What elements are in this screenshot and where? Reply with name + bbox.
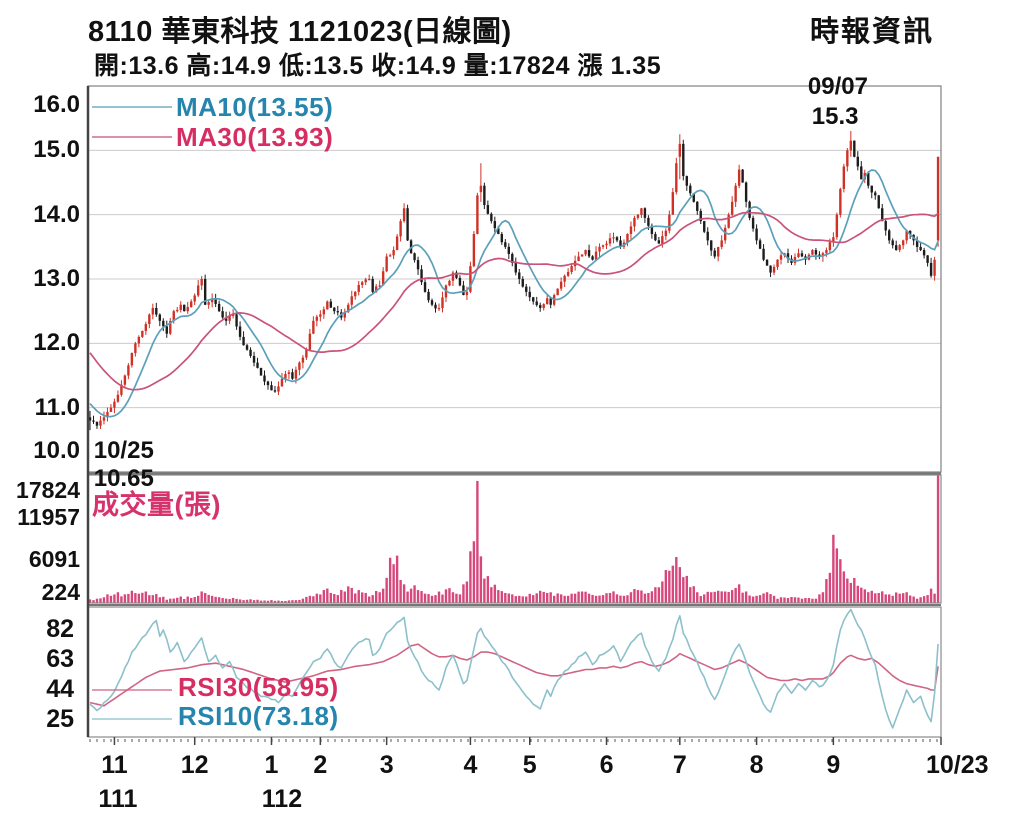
volume-axis-label: 224 [41,579,80,605]
price-axis-label: 16.0 [33,91,80,118]
x-axis-month-label: 11 [101,751,128,779]
rsi-axis-label: 44 [46,675,74,703]
ma30-legend: MA30(13.93) [176,122,334,152]
low-date-annotation: 10/25 [93,437,154,464]
rsi-axis-label: 82 [46,615,74,643]
quote-line: 開:13.6 高:14.9 低:13.5 收:14.9 量:17824 漲 1.… [94,52,662,80]
x-axis-month-label: 3 [379,751,394,779]
x-axis-year-label: 111 [98,785,138,813]
provider-label: 時報資訊 [810,16,935,48]
price-axis-label: 13.0 [33,265,80,292]
page-title: 8110 華東科技 1121023(日線圖) [88,16,512,48]
x-axis-month-label: 1 [264,751,279,779]
x-axis-month-label: 8 [749,751,764,779]
volume-panel-label: 成交量(張) [92,490,221,520]
volume-bars [88,475,940,603]
price-axis-label: 10.0 [33,437,80,464]
candlesticks [88,131,940,431]
x-axis-month-label: 6 [599,751,614,779]
x-axis-month-label: 2 [313,751,328,779]
x-axis-month-label: 4 [463,751,478,779]
rsi-lines [89,608,939,729]
x-axis-month-label: 10/23 [925,751,989,779]
rsi10-legend: RSI10(73.18) [178,701,339,731]
legend-swatches [92,106,172,720]
x-axis-month-label: 9 [826,751,841,779]
volume-axis-label: 17824 [16,477,80,503]
x-axis-month-label: 7 [672,751,687,779]
volume-axis-label: 6091 [28,546,80,573]
rsi-axis-label: 63 [46,645,74,673]
price-axis-label: 15.0 [33,136,80,164]
high-price-annotation: 15.3 [811,103,859,130]
price-axis-label: 12.0 [33,329,80,357]
price-gridlines [88,149,941,409]
volume-axis-label: 11957 [17,504,80,531]
x-axis-ticks [89,737,942,745]
low-price-annotation: 10.65 [93,465,154,492]
panel-borders [86,85,942,738]
x-axis-month-label: 5 [522,751,537,779]
x-axis-year-label: 112 [261,785,303,813]
ma-lines [89,169,939,418]
price-axis-label: 14.0 [33,200,80,228]
x-axis-month-label: 12 [180,751,209,779]
rsi-axis-label: 25 [46,705,74,733]
rsi30-legend: RSI30(58.95) [178,672,339,702]
price-axis-label: 11.0 [34,393,80,421]
ma10-legend: MA10(13.55) [176,92,334,122]
high-date-annotation: 09/07 [807,73,868,100]
